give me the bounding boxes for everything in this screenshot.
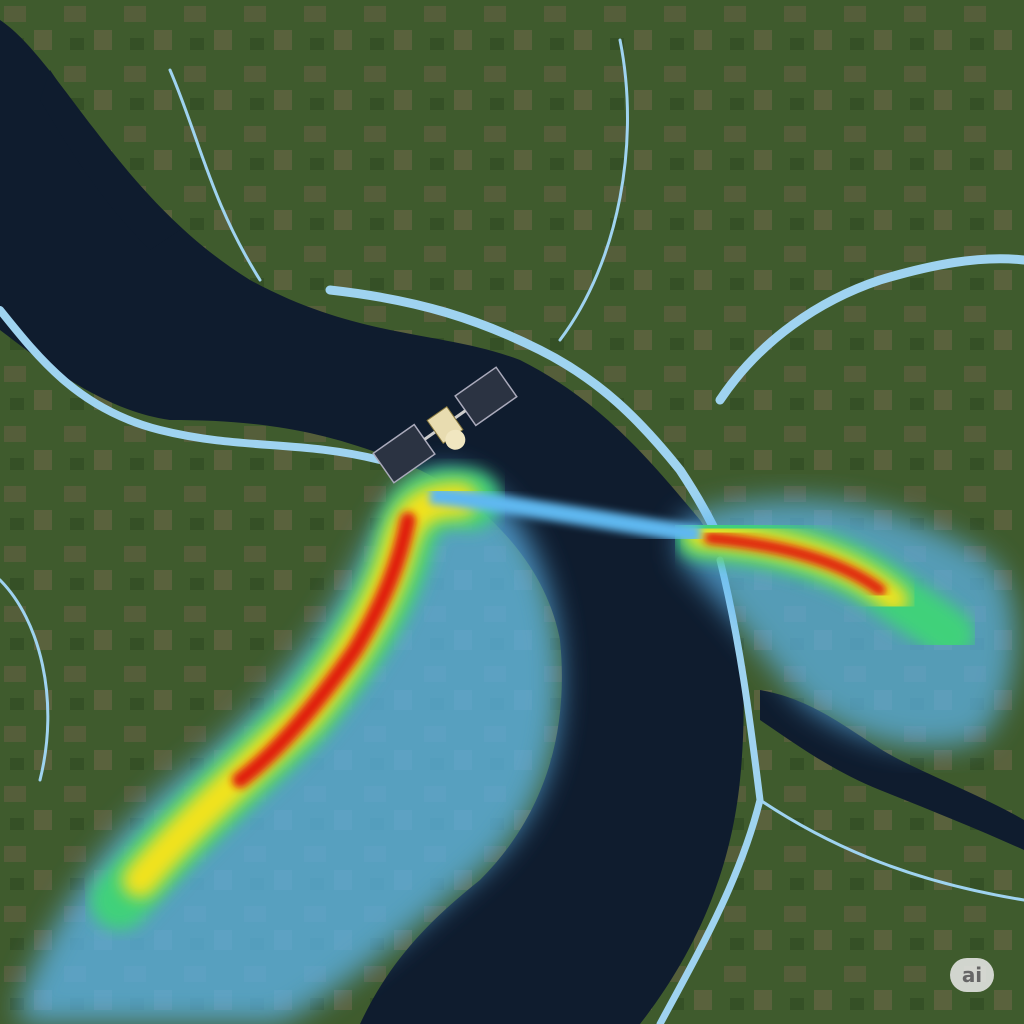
pollution-plume-left [20,468,560,1024]
satellite-icon [372,366,518,484]
ai-watermark-badge: ai [950,958,994,992]
pollution-plume-right [675,499,1016,748]
estuary-water [0,20,744,1024]
estuary-channel [40,70,180,250]
rivers [0,38,1024,1024]
pollution-trail [429,486,702,544]
right-inlet-water [760,690,1024,850]
